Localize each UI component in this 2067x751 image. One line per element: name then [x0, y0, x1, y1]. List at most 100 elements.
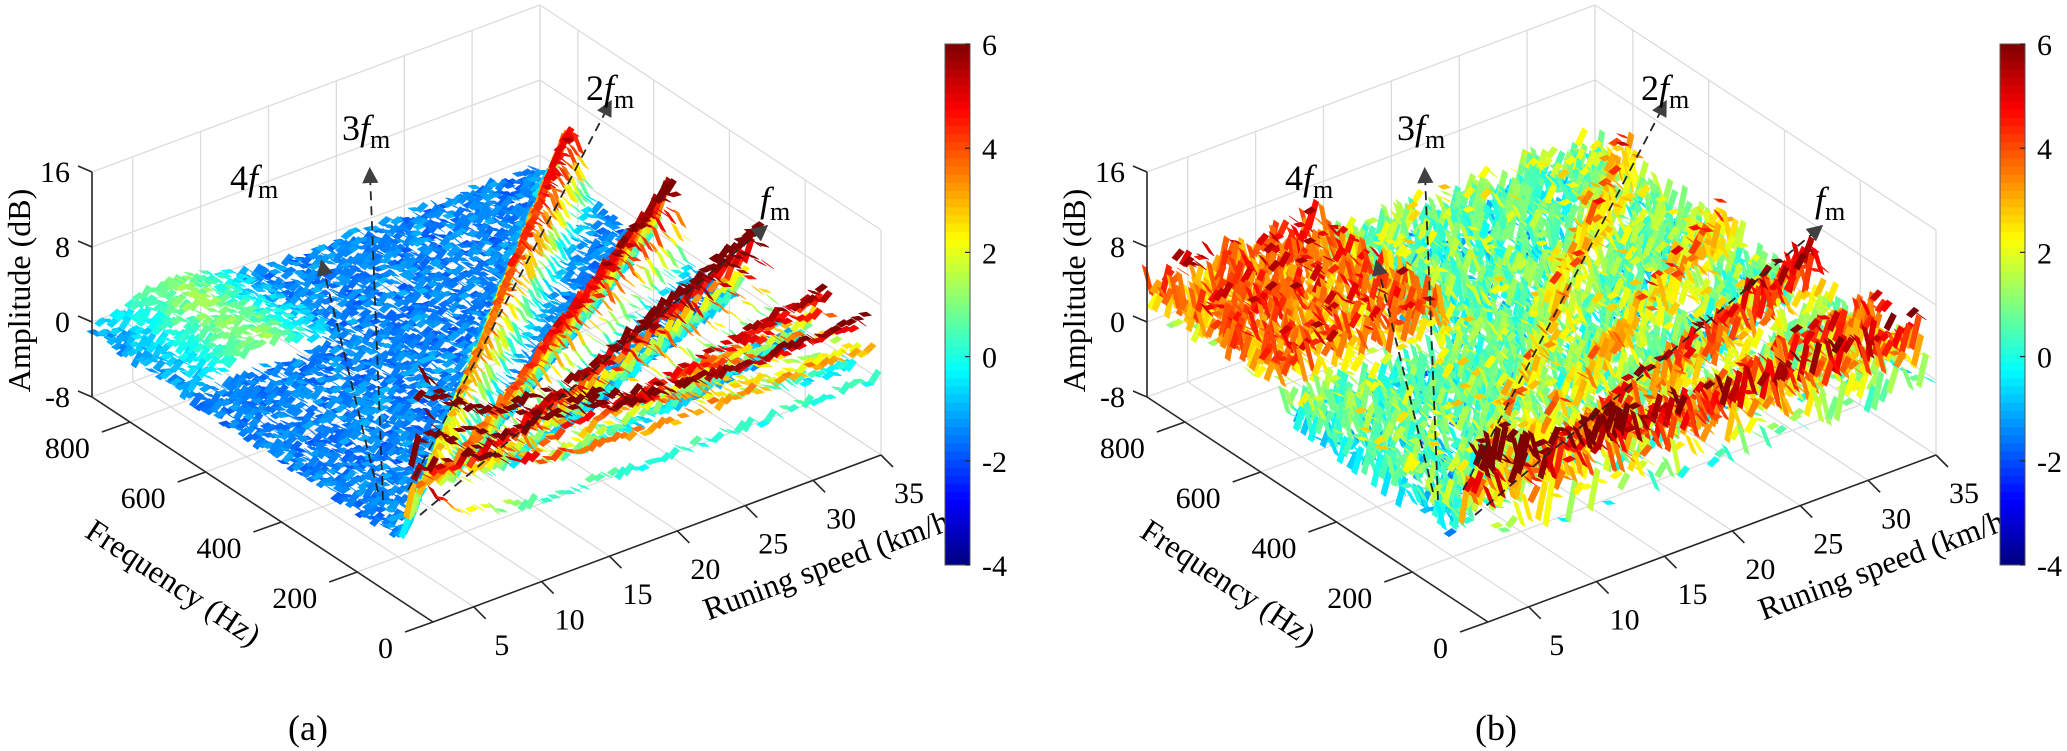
surface-cell — [404, 256, 418, 271]
speed-tick — [812, 479, 826, 493]
surface-cell — [650, 366, 664, 378]
panel-a-surface-plot: -8081602004006008005101520253035Amplitud… — [1, 4, 1007, 748]
surface-cell — [245, 288, 259, 296]
colorbar-segment — [945, 60, 970, 69]
surface-cell — [207, 296, 222, 307]
surface-cell — [432, 224, 446, 233]
surface-cell — [152, 337, 167, 349]
colorbar-segment — [945, 548, 970, 558]
surface-cell — [415, 201, 429, 213]
surface-cell — [200, 287, 215, 292]
surface-cell — [220, 269, 235, 274]
speed-tick-label: 10 — [555, 604, 585, 637]
colorbar-segment — [945, 263, 970, 273]
colorbar-segment — [945, 125, 970, 135]
surface-cell — [761, 330, 776, 336]
surface-cell — [222, 284, 237, 289]
grid-line — [91, 4, 541, 173]
colorbar-segment — [945, 353, 970, 362]
harmonic-subscript: m — [614, 85, 634, 114]
surface-cell — [731, 312, 744, 323]
colorbar-segment — [945, 394, 970, 403]
surface-cell — [146, 306, 160, 313]
surface-cell — [706, 321, 719, 332]
harmonic-label: fm — [760, 180, 790, 226]
colorbar-segment — [945, 109, 970, 118]
harmonic-subscript: m — [370, 125, 390, 154]
harmonic-order: 3 — [342, 108, 360, 148]
surface-cell — [570, 204, 584, 215]
colorbar-segment — [945, 499, 970, 509]
surface-cell — [868, 368, 882, 385]
colorbar-tick-label: 6 — [982, 29, 997, 62]
surface-cell — [287, 281, 301, 293]
speed-tick-label: 35 — [894, 477, 924, 510]
surface-cell — [570, 437, 584, 442]
surface-cell — [108, 327, 123, 336]
colorbar-segment — [945, 402, 970, 411]
surface-cell — [562, 351, 576, 369]
panel-label: (a) — [288, 708, 328, 748]
surface-cell — [309, 286, 324, 294]
colorbar-segment — [945, 84, 970, 94]
surface-cell — [669, 269, 685, 274]
surface-cell — [680, 264, 694, 272]
surface-cell — [509, 179, 523, 185]
colorbar-segment — [945, 92, 970, 102]
grid-line — [1146, 4, 1596, 173]
surface-cell — [389, 247, 403, 259]
surface-cell — [204, 307, 219, 312]
speed-tick — [541, 580, 555, 595]
colorbar-segment — [945, 410, 970, 419]
colorbar-segment — [945, 44, 970, 53]
surface-cell — [595, 326, 608, 336]
surface-cell — [195, 312, 209, 322]
surface-cell — [612, 278, 626, 295]
surface-cell — [311, 283, 327, 288]
colorbar-segment — [945, 198, 970, 208]
surface-cell — [665, 248, 680, 269]
surface-cell — [183, 281, 197, 291]
surface-cell — [602, 420, 617, 425]
colorbar-segment — [945, 556, 970, 566]
frequency-tick — [101, 421, 131, 433]
surface-cell — [275, 265, 290, 272]
surface-cell — [675, 243, 690, 264]
surface-cell — [224, 308, 239, 313]
surface-cell — [471, 472, 484, 481]
surface-cell — [719, 339, 734, 346]
surface-cell — [217, 294, 232, 302]
colorbar-segment — [945, 304, 970, 314]
surface-cell — [314, 293, 329, 299]
surface-cell — [170, 296, 185, 308]
surface-cell — [264, 288, 280, 293]
surface-cell — [1440, 190, 1454, 197]
harmonic-subscript: m — [258, 175, 278, 204]
surface-cell — [1574, 127, 1588, 147]
grid-line — [539, 4, 882, 231]
colorbar-tick-label: 4 — [982, 133, 997, 166]
surface-cell — [846, 324, 860, 333]
colorbar-segment — [945, 320, 970, 330]
surface-cell — [258, 363, 273, 368]
colorbar-segment — [945, 361, 970, 371]
surface-cell — [691, 408, 706, 416]
colorbar-segment — [945, 288, 970, 297]
z-axis-title: Amplitude (dB) — [1, 189, 37, 393]
surface-cell — [549, 363, 563, 378]
surface-cell — [652, 265, 667, 286]
frequency-tick — [328, 571, 358, 583]
harmonic-order: 4 — [230, 158, 248, 198]
colorbar-tick-label: -4 — [982, 550, 1007, 583]
surface-cell — [441, 242, 455, 251]
colorbar-segment — [945, 369, 970, 379]
panel-b-surface-plot: -8081602004006008005101520253035Amplitud… — [1056, 4, 2062, 748]
colorbar-segment — [945, 377, 970, 387]
colorbar-segment — [945, 166, 970, 175]
frequency-tick-label: 800 — [45, 432, 90, 465]
surface-cell — [461, 476, 474, 484]
colorbar-segment — [945, 223, 970, 232]
surface-cell — [546, 494, 561, 499]
colorbar-tick-label: 2 — [982, 237, 997, 270]
grid-line — [91, 79, 541, 248]
